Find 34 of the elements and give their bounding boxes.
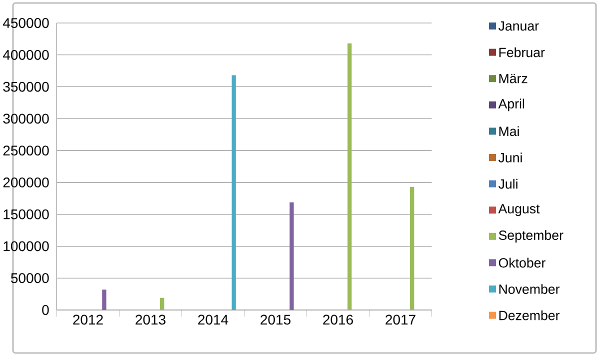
- x-tick-label: 2017: [386, 314, 416, 325]
- y-tick-label: 100000: [4, 241, 49, 252]
- bar: [290, 202, 294, 310]
- legend-label: November: [499, 284, 560, 294]
- legend-label: Juli: [498, 178, 518, 189]
- legend-label: Juni: [498, 152, 522, 162]
- y-tick-label: 200000: [3, 178, 49, 188]
- y-tick-label: 350000: [3, 82, 49, 92]
- y-tick-label: 400000: [2, 50, 49, 60]
- y-tick-label: 250000: [3, 146, 49, 156]
- bar: [102, 290, 106, 310]
- legend-label: Mai: [499, 126, 519, 136]
- bar: [347, 43, 352, 310]
- legend-label: Januar: [498, 21, 539, 31]
- x-tick-label: 2014: [198, 314, 228, 325]
- legend-label: März: [499, 74, 528, 84]
- bar: [160, 298, 164, 310]
- bar: [232, 75, 236, 310]
- y-tick-label: 150000: [4, 209, 49, 220]
- bar: [410, 186, 414, 310]
- x-tick-label: 2013: [136, 314, 166, 325]
- x-tick-label: 2012: [73, 314, 103, 325]
- legend-label: August: [498, 204, 540, 216]
- x-tick-label: 2016: [323, 314, 353, 325]
- y-tick-label: 300000: [3, 114, 49, 124]
- legend-label: Februar: [499, 47, 545, 58]
- x-tick-label: 2015: [260, 314, 290, 325]
- legend-label: April: [498, 98, 524, 112]
- legend-label: Dezember: [499, 310, 560, 320]
- legend-label: Oktober: [498, 258, 546, 268]
- y-tick-label: 0: [42, 305, 49, 315]
- legend-label: September: [498, 230, 564, 243]
- y-tick-label: 50000: [11, 273, 49, 284]
- y-tick-label: 450000: [2, 18, 49, 28]
